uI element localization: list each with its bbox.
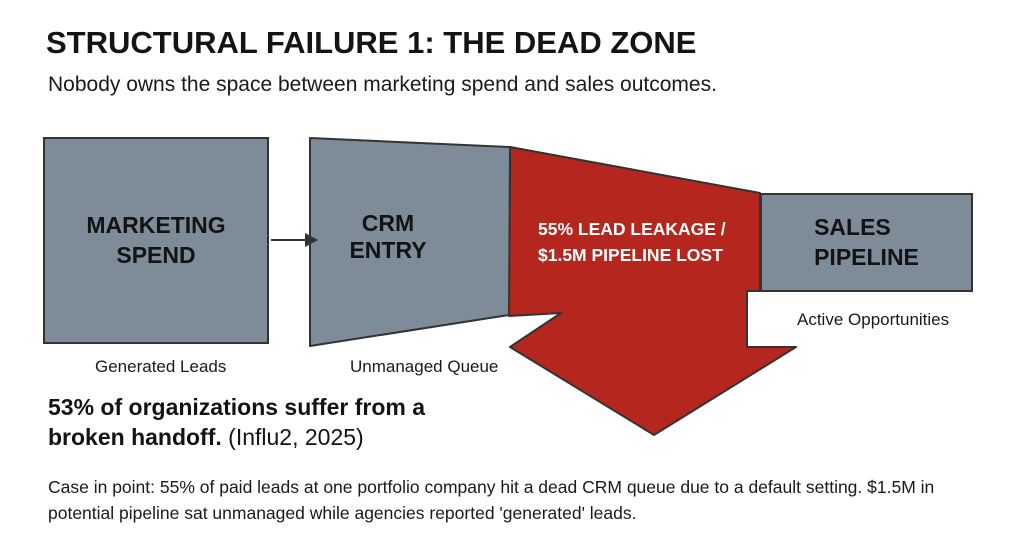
svg-text:ENTRY: ENTRY <box>349 237 426 263</box>
svg-text:CRM: CRM <box>362 210 414 236</box>
